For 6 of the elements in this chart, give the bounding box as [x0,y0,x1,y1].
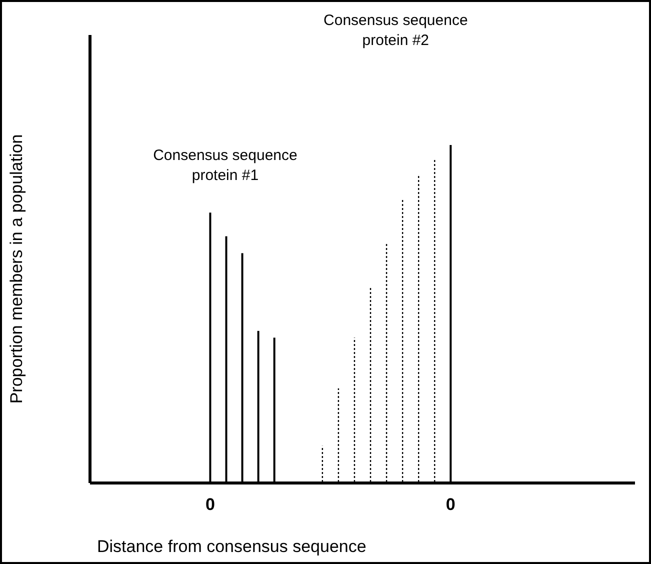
text: Consensus sequence protein #2 [324,12,468,49]
annotation: Consensus sequence protein #1 [153,147,298,184]
x-tick-label: 0 [446,495,456,514]
x-tick-label: 0 [205,495,215,514]
y-axis-title: Proportion members in a population [7,134,26,404]
x-axis-title: Distance from consensus sequence [97,537,366,556]
